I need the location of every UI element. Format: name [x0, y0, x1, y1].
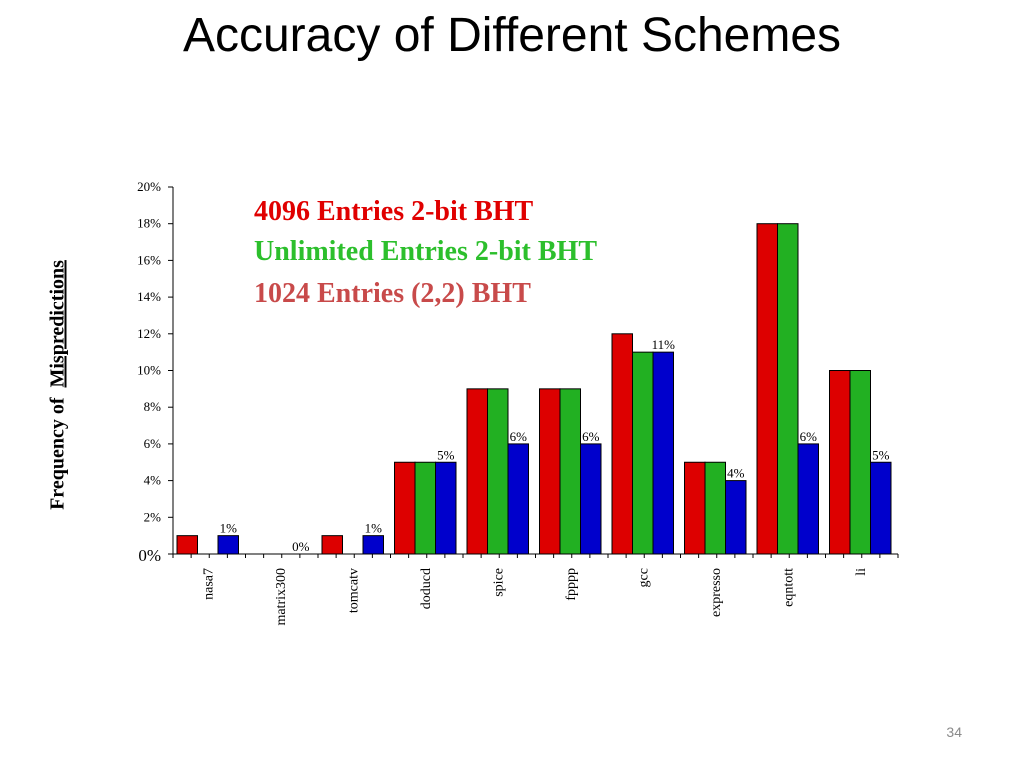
- x-tick-label: doducd: [419, 568, 434, 609]
- slide-title: Accuracy of Different Schemes: [182, 9, 842, 62]
- x-tick-label: tomcatv: [346, 568, 361, 613]
- bar-1024-doducd: [435, 461, 457, 555]
- bar-1024-li: [870, 461, 892, 555]
- y-tick-label: 14%: [137, 289, 161, 304]
- bar-4096-gcc: [611, 333, 633, 555]
- bar-1024-fpppp: [580, 443, 602, 555]
- bar-unlimited-doducd: [414, 461, 436, 555]
- legend-entry-4096: 4096 Entries 2-bit BHT: [254, 196, 534, 227]
- bar-1024-expresso: [725, 480, 747, 555]
- bar-4096-eqntott: [756, 223, 778, 555]
- data-label: 6%: [582, 429, 600, 444]
- x-tick-label: spice: [491, 568, 506, 597]
- data-label: 5%: [872, 447, 890, 462]
- x-tick-label: li: [854, 568, 869, 576]
- data-label: 1%: [365, 521, 383, 536]
- data-label: 4%: [727, 466, 745, 481]
- y-tick-label: 12%: [137, 326, 161, 341]
- bar-unlimited-gcc: [632, 351, 654, 555]
- bar-1024-eqntott: [797, 443, 819, 555]
- bar-unlimited-li: [849, 370, 871, 555]
- bar-4096-expresso: [684, 461, 706, 555]
- bar-4096-spice: [466, 388, 488, 555]
- legend-entry-1024: 1024 Entries (2,2) BHT: [254, 278, 531, 309]
- data-label: 6%: [800, 429, 818, 444]
- bar-1024-spice: [507, 443, 529, 555]
- y-tick-label: 18%: [137, 216, 161, 231]
- bar-4096-nasa7: [176, 535, 198, 555]
- y-tick-label: 0%: [138, 546, 161, 565]
- data-label: 5%: [437, 447, 455, 462]
- y-tick-label: 2%: [144, 509, 162, 524]
- legend-entry-unlimited: Unlimited Entries 2-bit BHT: [254, 236, 598, 267]
- y-tick-label: 20%: [137, 179, 161, 194]
- data-label: 6%: [510, 429, 528, 444]
- bar-1024-gcc: [652, 351, 674, 555]
- data-label: 11%: [652, 337, 676, 352]
- x-tick-label: eqntott: [781, 568, 796, 607]
- y-tick-label: 8%: [144, 399, 162, 414]
- x-tick-label: expresso: [709, 568, 724, 617]
- x-tick-label: nasa7: [201, 568, 216, 600]
- x-tick-label: gcc: [636, 568, 651, 587]
- bar-1024-nasa7: [217, 535, 239, 555]
- data-label: 1%: [220, 521, 238, 536]
- bar-1024-tomcatv: [362, 535, 384, 555]
- bar-unlimited-fpppp: [559, 388, 581, 555]
- bar-4096-doducd: [394, 461, 416, 555]
- y-tick-label: 4%: [144, 473, 162, 488]
- bar-unlimited-expresso: [704, 461, 726, 555]
- page-number: 34: [946, 724, 962, 740]
- x-tick-label: fpppp: [564, 568, 579, 601]
- data-label: 0%: [292, 539, 310, 554]
- bar-unlimited-spice: [487, 388, 509, 555]
- bar-4096-fpppp: [539, 388, 561, 555]
- x-tick-label: matrix300: [274, 568, 289, 626]
- y-tick-label: 6%: [144, 436, 162, 451]
- bar-4096-li: [829, 370, 851, 555]
- bar-4096-tomcatv: [321, 535, 343, 555]
- bar-unlimited-eqntott: [777, 223, 799, 555]
- y-tick-label: 10%: [137, 363, 161, 378]
- y-tick-label: 16%: [137, 252, 161, 267]
